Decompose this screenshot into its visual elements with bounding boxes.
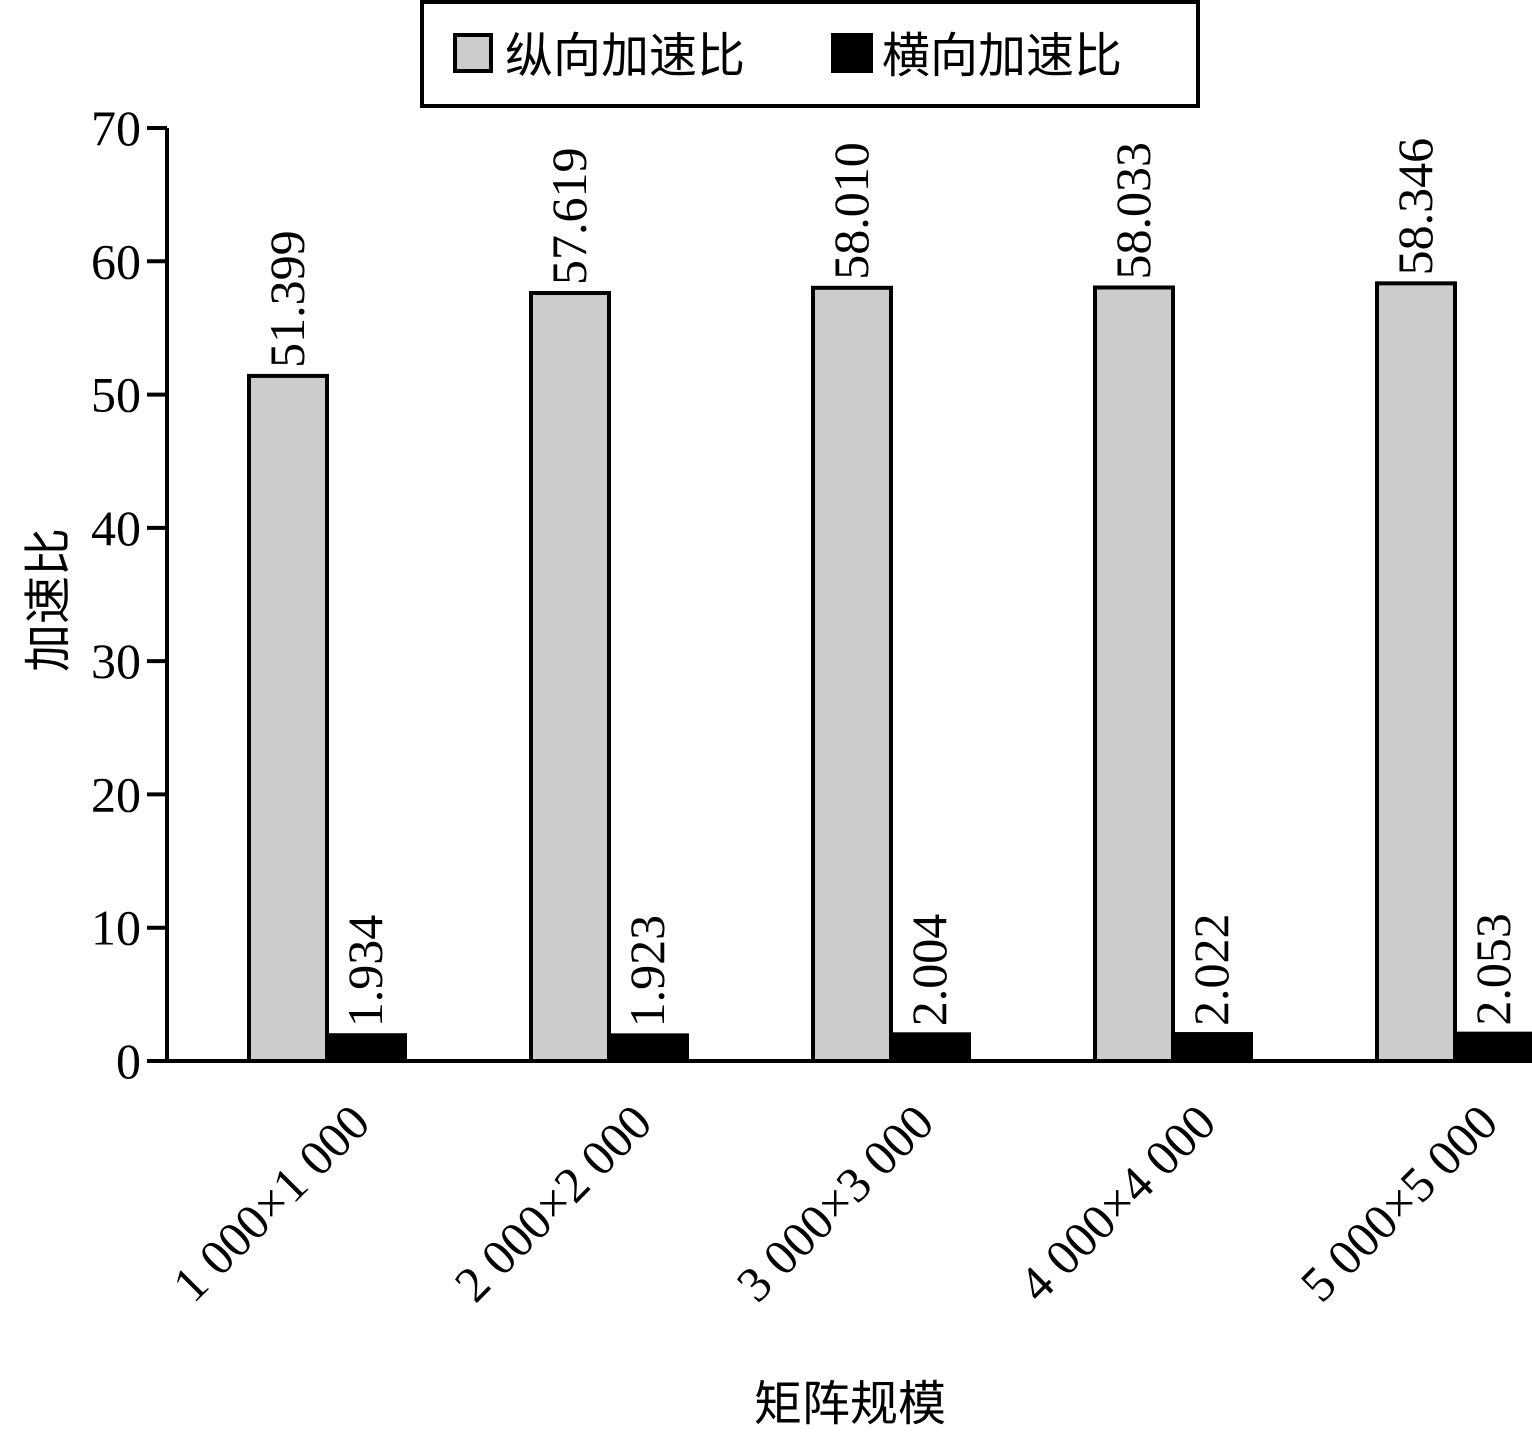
bar-s2-c4 xyxy=(1171,1032,1253,1064)
data-label-s1-c5: 58.346 xyxy=(1387,138,1443,276)
data-label-s2-c4: 2.022 xyxy=(1183,914,1239,1027)
data-label-s1-c3: 58.010 xyxy=(823,142,879,280)
legend-box xyxy=(420,0,1200,108)
bar-s1-c4 xyxy=(1093,285,1175,1064)
y-tick-label-40: 40 xyxy=(91,500,141,556)
legend-label-series-1: 纵向加速比 xyxy=(505,28,745,84)
data-label-s2-c2: 1.923 xyxy=(619,915,675,1028)
data-label-s1-c2: 57.619 xyxy=(541,148,597,286)
bar-s1-c5 xyxy=(1375,281,1457,1063)
legend: 纵向加速比 横向加速比 xyxy=(420,0,1200,108)
category-label-3: 3 000×3 000 xyxy=(726,1094,945,1313)
bar-s1-c2 xyxy=(529,291,611,1063)
x-axis-title: 矩阵规模 xyxy=(754,1376,946,1432)
axes-layer: 0 10 20 30 40 50 60 70 xyxy=(91,100,1528,1089)
data-label-s2-c5: 2.053 xyxy=(1465,913,1521,1026)
y-tick-label-30: 30 xyxy=(91,633,141,689)
data-label-s2-c3: 2.004 xyxy=(901,914,957,1027)
data-label-s2-c1: 1.934 xyxy=(337,915,393,1028)
y-tick-label-70: 70 xyxy=(91,100,141,156)
y-tick-label-20: 20 xyxy=(91,766,141,822)
data-label-s1-c4: 58.033 xyxy=(1105,142,1161,280)
category-label-1: 1 000×1 000 xyxy=(162,1094,381,1313)
bar-s1-c3 xyxy=(811,285,893,1063)
data-label-s1-c1: 51.399 xyxy=(259,230,315,368)
bar-s2-c3 xyxy=(889,1032,971,1064)
bar-s2-c2 xyxy=(607,1033,689,1063)
y-tick-label-60: 60 xyxy=(91,233,141,289)
legend-swatch-series-1 xyxy=(453,33,493,73)
bar-s1-c1 xyxy=(247,373,329,1063)
bar-s2-c5 xyxy=(1453,1031,1532,1064)
y-axis-title: 加速比 xyxy=(21,528,77,672)
category-label-5: 5 000×5 000 xyxy=(1290,1094,1509,1313)
bars-layer xyxy=(247,281,1532,1064)
category-label-2: 2 000×2 000 xyxy=(444,1094,663,1313)
y-tick-label-0: 0 xyxy=(116,1033,141,1089)
bar-s2-c1 xyxy=(325,1033,407,1063)
category-label-4: 4 000×4 000 xyxy=(1008,1094,1227,1313)
legend-label-series-2: 横向加速比 xyxy=(882,28,1122,84)
legend-swatch-series-2 xyxy=(831,33,873,73)
y-tick-label-10: 10 xyxy=(91,900,141,956)
y-tick-label-50: 50 xyxy=(91,367,141,423)
